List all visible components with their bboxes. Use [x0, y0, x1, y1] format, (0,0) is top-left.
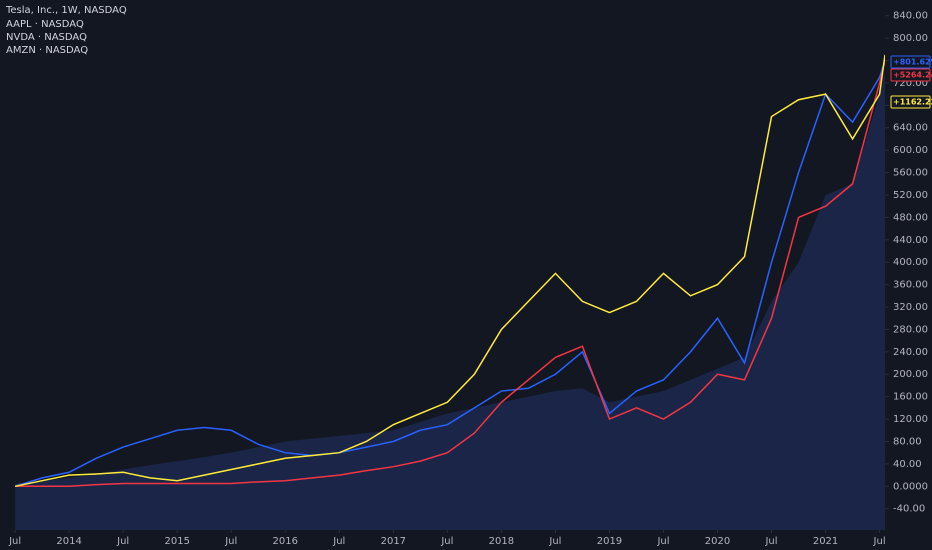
- legend-entry: AAPL · NASDAQ: [6, 19, 84, 30]
- y-tick-label: 640.00: [893, 123, 928, 134]
- y-tick-label: 360.00: [893, 280, 928, 291]
- x-tick-label: 2017: [381, 536, 406, 547]
- y-tick-label: 200.00: [893, 369, 928, 380]
- y-tick-label: 280.00: [893, 324, 928, 335]
- y-tick-label: 720.00: [893, 78, 928, 89]
- y-tick-label: 560.00: [893, 168, 928, 179]
- y-tick-label: 320.00: [893, 302, 928, 313]
- x-tick-label: Jul: [548, 536, 561, 547]
- tag-label: +801.62%: [893, 58, 932, 67]
- area: [15, 71, 885, 531]
- y-tick-label: 160.00: [893, 392, 928, 403]
- y-tick-label: 120.00: [893, 414, 928, 425]
- x-tick-label: Jul: [656, 536, 669, 547]
- value-tag: +801.62%: [890, 55, 932, 69]
- x-tick-label: Jul: [332, 536, 345, 547]
- y-tick-label: 520.00: [893, 190, 928, 201]
- legend-entry: AMZN · NASDAQ: [6, 45, 88, 56]
- y-tick-label: 0.0000: [893, 481, 928, 492]
- tag-bg: [890, 95, 931, 109]
- line: [14, 60, 886, 488]
- line: [14, 54, 886, 488]
- y-tick-label: 800.00: [893, 33, 928, 44]
- y-tick-label: -40.00: [893, 504, 925, 515]
- y-tick-label: 440.00: [893, 235, 928, 246]
- y-tick-label: 40.00: [893, 459, 922, 470]
- tag-label: +5264.24%: [893, 71, 932, 80]
- tag-bg: [890, 68, 931, 82]
- x-tick-label: 2014: [56, 536, 81, 547]
- legend-entry: NVDA · NASDAQ: [6, 32, 87, 43]
- tag-bg: [890, 55, 931, 69]
- y-tick-label: 400.00: [893, 257, 928, 268]
- y-tick-label: 480.00: [893, 212, 928, 223]
- tag-label: +1162.22%: [893, 98, 932, 107]
- x-tick-label: Jul: [440, 536, 453, 547]
- y-tick-label: 80.00: [893, 436, 922, 447]
- y-tick-label: 600.00: [893, 145, 928, 156]
- value-tag: +5264.24%: [890, 68, 932, 82]
- x-tick-label: Jul: [764, 536, 777, 547]
- x-tick-label: Jul: [8, 536, 21, 547]
- chart-title: Tesla, Inc., 1W, NASDAQ: [5, 5, 127, 16]
- y-axis-panel: [885, 0, 932, 550]
- y-tick-label: 840.00: [893, 11, 928, 22]
- value-tag: +1162.22%: [890, 95, 932, 109]
- x-tick-label: Jul: [873, 536, 886, 547]
- line: [15, 60, 886, 488]
- y-tick-label: 240.00: [893, 347, 928, 358]
- x-tick-label: 2020: [705, 536, 730, 547]
- x-tick-label: 2016: [273, 536, 298, 547]
- x-tick-label: 2019: [597, 536, 622, 547]
- x-tick-label: Jul: [116, 536, 129, 547]
- x-tick-label: Jul: [224, 536, 237, 547]
- x-tick-label: 2021: [813, 536, 838, 547]
- x-tick-label: 2015: [164, 536, 189, 547]
- x-tick-label: 2018: [489, 536, 514, 547]
